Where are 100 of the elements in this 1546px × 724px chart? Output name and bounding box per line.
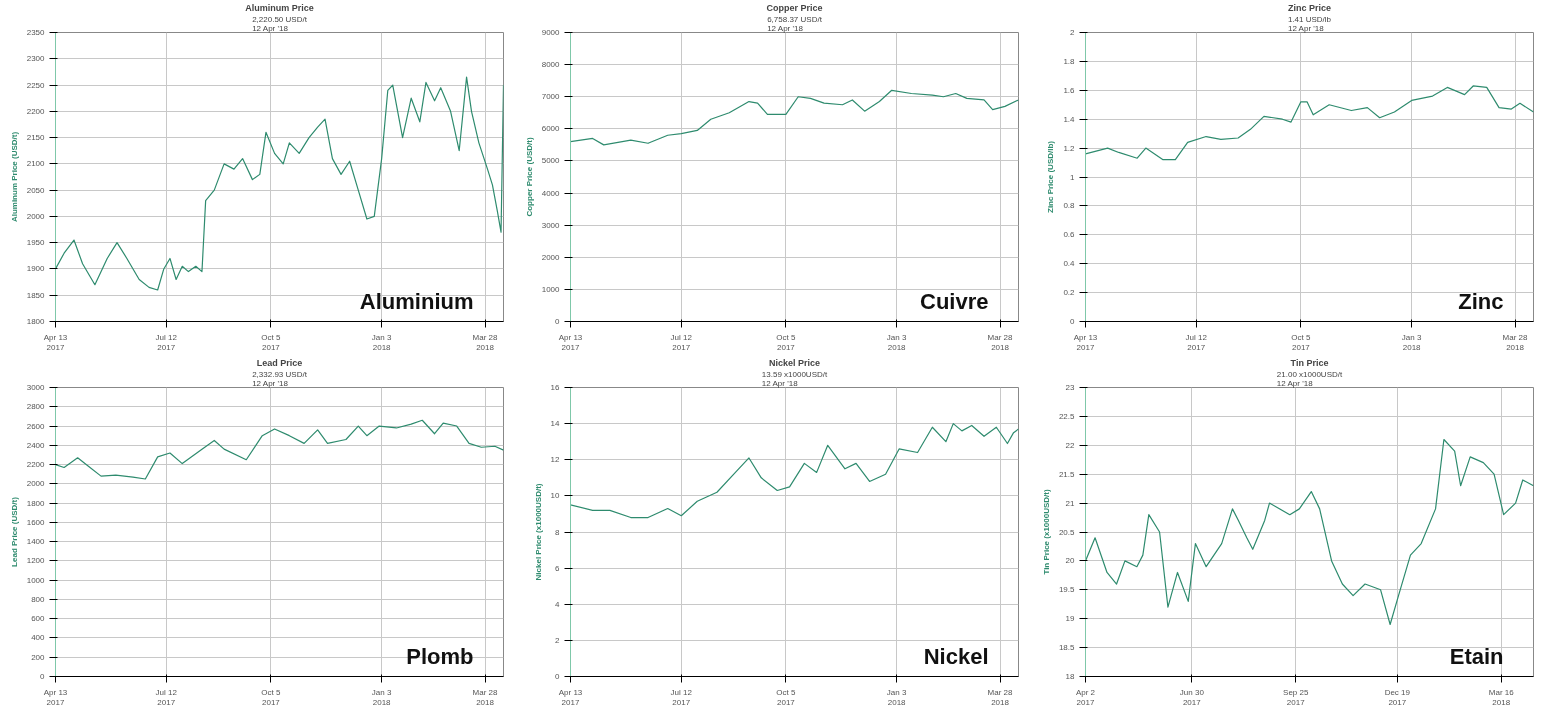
y-tick-label: 1950 xyxy=(26,238,46,248)
x-tick-label: Apr 13 2017 xyxy=(558,687,583,708)
y-tick-label: 7000 xyxy=(541,92,561,102)
y-tick-label: 19.5 xyxy=(1058,585,1076,595)
y-tick-label: 22 xyxy=(1065,440,1076,450)
y-tick-label: 5000 xyxy=(541,156,561,166)
y-tick-label: 2150 xyxy=(26,133,46,143)
chart-title: Nickel Price xyxy=(768,357,821,368)
y-tick-label: 6 xyxy=(555,563,561,573)
chart-title: Zinc Price xyxy=(1287,2,1332,13)
y-tick-label: 2250 xyxy=(26,80,46,90)
x-tick-label: Jun 30 2017 xyxy=(1179,687,1205,708)
x-tick-label: Oct 5 2017 xyxy=(776,332,796,353)
y-tick-label: 2050 xyxy=(26,185,46,195)
chart-title: Aluminum Price xyxy=(245,2,314,13)
y-tick-label: 2600 xyxy=(26,421,46,431)
y-tick-label: 0 xyxy=(1070,317,1076,326)
annotation: Nickel xyxy=(923,643,989,669)
x-tick-label: Oct 5 2017 xyxy=(261,687,281,708)
y-tick-label: 3000 xyxy=(541,220,561,230)
y-axis-title: Copper Price (USD/t) xyxy=(524,137,534,217)
x-tick-label: Apr 13 2017 xyxy=(1073,332,1098,353)
y-tick-label: 20 xyxy=(1065,556,1076,566)
y-tick-label: 19 xyxy=(1065,614,1076,624)
chart-title: Lead Price xyxy=(256,357,303,368)
y-tick-label: 2200 xyxy=(26,460,46,470)
y-tick-label: 2300 xyxy=(26,54,46,64)
y-axis-title: Tin Price (x1000USD/t) xyxy=(1041,489,1051,575)
chart-subtitle: 2,220.50 USD/t 12 Apr '18 xyxy=(252,14,308,33)
y-tick-label: 1000 xyxy=(26,575,46,585)
y-axis-title: Aluminum Price (USD/t) xyxy=(9,131,19,223)
y-tick-label: 8000 xyxy=(541,60,561,70)
y-tick-label: 1200 xyxy=(26,556,46,566)
x-tick-label: Mar 28 2018 xyxy=(472,332,499,353)
y-tick-label: 3000 xyxy=(26,383,46,392)
y-tick-label: 2000 xyxy=(26,479,46,489)
y-tick-label: 23 xyxy=(1065,383,1076,392)
annotation: Cuivre xyxy=(920,288,989,314)
y-tick-label: 2000 xyxy=(26,211,46,221)
x-tick-label: Mar 28 2018 xyxy=(987,332,1014,353)
chart-subtitle: 21.00 x1000USD/t 12 Apr '18 xyxy=(1276,369,1343,388)
x-tick-label: Apr 13 2017 xyxy=(43,332,68,353)
y-tick-label: 1600 xyxy=(26,517,46,527)
y-tick-label: 0.8 xyxy=(1063,201,1076,211)
y-tick-label: 1000 xyxy=(541,284,561,294)
annotation: Zinc xyxy=(1458,288,1504,314)
y-tick-label: 4 xyxy=(555,599,561,609)
y-tick-label: 200 xyxy=(31,652,46,662)
y-tick-label: 2100 xyxy=(26,159,46,169)
y-tick-label: 1800 xyxy=(26,317,46,326)
annotation: Plomb xyxy=(406,643,474,669)
y-tick-label: 12 xyxy=(550,455,561,465)
y-tick-label: 1.2 xyxy=(1063,143,1076,153)
y-tick-label: 20.5 xyxy=(1058,527,1076,537)
y-tick-label: 21.5 xyxy=(1058,469,1076,479)
annotation: Etain xyxy=(1449,643,1504,669)
y-tick-label: 2 xyxy=(555,635,561,645)
y-tick-label: 800 xyxy=(31,594,46,604)
y-tick-label: 2350 xyxy=(26,28,46,37)
chart-subtitle: 6,758.37 USD/t 12 Apr '18 xyxy=(767,14,823,33)
y-tick-label: 2800 xyxy=(26,402,46,412)
y-tick-label: 0 xyxy=(555,672,561,681)
y-tick-label: 2400 xyxy=(26,440,46,450)
chart-title: Tin Price xyxy=(1290,357,1329,368)
x-tick-label: Apr 2 2017 xyxy=(1075,687,1096,708)
x-tick-label: Mar 16 2018 xyxy=(1488,687,1515,708)
y-tick-label: 1800 xyxy=(26,498,46,508)
y-tick-label: 9000 xyxy=(541,28,561,37)
x-tick-label: Oct 5 2017 xyxy=(261,332,281,353)
x-tick-label: Jan 3 2018 xyxy=(371,332,392,353)
y-tick-label: 2 xyxy=(1070,28,1076,37)
y-tick-label: 18 xyxy=(1065,672,1076,681)
x-tick-label: Jul 12 2017 xyxy=(155,687,178,708)
y-tick-label: 6000 xyxy=(541,124,561,134)
x-tick-label: Oct 5 2017 xyxy=(1291,332,1311,353)
annotation: Aluminium xyxy=(359,288,474,314)
y-tick-label: 1850 xyxy=(26,290,46,300)
y-tick-label: 600 xyxy=(31,614,46,624)
y-tick-label: 2200 xyxy=(26,106,46,116)
y-tick-label: 8 xyxy=(555,527,561,537)
y-tick-label: 1.4 xyxy=(1063,114,1076,124)
y-tick-label: 18.5 xyxy=(1058,643,1076,653)
x-tick-label: Mar 28 2018 xyxy=(472,687,499,708)
y-tick-label: 400 xyxy=(31,633,46,643)
x-tick-label: Jul 12 2017 xyxy=(670,332,693,353)
y-tick-label: 1 xyxy=(1070,172,1076,182)
y-tick-label: 1.6 xyxy=(1063,85,1076,95)
chart-subtitle: 1.41 USD/lb 12 Apr '18 xyxy=(1287,14,1332,33)
y-axis-title: Zinc Price (USD/lb) xyxy=(1046,140,1056,214)
y-tick-label: 0.4 xyxy=(1063,259,1076,269)
y-tick-label: 0 xyxy=(40,672,46,681)
x-tick-label: Jan 3 2018 xyxy=(886,687,907,708)
chart-subtitle: 2,332.93 USD/t 12 Apr '18 xyxy=(252,369,308,388)
x-tick-label: Sep 25 2017 xyxy=(1283,687,1309,708)
y-axis-title: Nickel Price (x1000USD/t) xyxy=(533,483,543,581)
x-tick-label: Apr 13 2017 xyxy=(43,687,68,708)
chart-title: Copper Price xyxy=(766,2,823,13)
x-tick-label: Jan 3 2018 xyxy=(1401,332,1422,353)
y-tick-label: 21 xyxy=(1065,498,1076,508)
x-tick-label: Jul 12 2017 xyxy=(1185,332,1208,353)
